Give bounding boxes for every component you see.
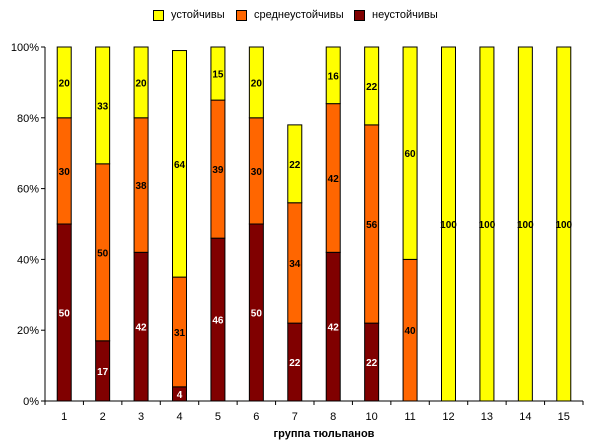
y-tick-label: 100% [11, 42, 39, 54]
data-label: 33 [97, 101, 109, 112]
x-tick-label: 11 [404, 411, 415, 423]
data-label: 42 [328, 323, 340, 334]
y-tick-label: 40% [17, 254, 39, 266]
data-label: 38 [136, 181, 148, 192]
data-label: 22 [289, 160, 301, 171]
data-label: 100 [479, 220, 496, 231]
x-tick-label: 13 [481, 411, 493, 423]
x-axis-title: группа тюльпанов [274, 428, 375, 440]
y-tick-label: 80% [17, 113, 39, 125]
legend-item: устойчивы [153, 9, 225, 21]
data-label: 42 [136, 323, 148, 334]
data-label: 20 [136, 78, 148, 89]
x-tick-label: 4 [176, 411, 182, 423]
bar-segment [517, 46, 533, 402]
data-label: 46 [212, 316, 224, 327]
legend-swatch [236, 9, 247, 21]
data-label: 16 [328, 71, 340, 82]
legend-swatch [354, 9, 365, 21]
bar-segment [402, 46, 418, 260]
y-tick-label: 0% [23, 396, 39, 408]
legend-label: неустойчивы [372, 9, 438, 21]
x-tick-label: 12 [442, 411, 454, 423]
data-label: 39 [212, 165, 224, 176]
x-tick-label: 7 [292, 411, 298, 423]
bar-segment [325, 46, 341, 105]
x-tick-label: 14 [519, 411, 531, 423]
data-label: 100 [517, 220, 534, 231]
bar-segment [287, 124, 303, 204]
data-label: 17 [97, 367, 109, 378]
data-label: 40 [405, 326, 417, 337]
legend-item: неустойчивы [354, 9, 438, 21]
bar-segment [172, 50, 187, 278]
data-label: 100 [440, 220, 457, 231]
data-label: 64 [174, 160, 186, 171]
data-label: 50 [251, 309, 263, 320]
data-label: 60 [405, 149, 417, 160]
data-label: 22 [366, 358, 378, 369]
data-label: 15 [212, 70, 224, 81]
data-label: 31 [174, 328, 186, 339]
data-label: 20 [251, 78, 263, 89]
x-tick-label: 3 [138, 411, 144, 423]
bar-segment [364, 46, 380, 126]
x-tick-label: 10 [366, 411, 378, 423]
bar-segment [56, 46, 72, 119]
legend-item: среднеустойчивы [236, 9, 344, 21]
bar-segment [248, 46, 264, 119]
x-tick-label: 15 [558, 411, 570, 423]
x-tick-label: 5 [215, 411, 221, 423]
legend-label: устойчивы [171, 9, 225, 21]
y-tick-label: 20% [17, 325, 39, 337]
x-tick-label: 8 [330, 411, 336, 423]
bar-segment [95, 46, 111, 165]
data-label: 50 [59, 309, 71, 320]
x-tick-label: 2 [100, 411, 106, 423]
data-label: 100 [555, 220, 572, 231]
legend-swatch [153, 9, 164, 21]
legend: устойчивы среднеустойчивы неустойчивы [0, 9, 600, 27]
x-tick-label: 1 [61, 411, 67, 423]
data-label: 34 [289, 259, 301, 270]
data-label: 42 [328, 174, 340, 185]
bar-segment [479, 46, 495, 402]
legend-label: среднеустойчивы [254, 9, 344, 21]
data-label: 50 [97, 248, 109, 259]
data-label: 56 [366, 220, 378, 231]
data-label: 30 [59, 167, 71, 178]
x-tick-label: 6 [253, 411, 259, 423]
bar-segment [441, 46, 456, 402]
data-label: 20 [59, 78, 71, 89]
bar-segment [133, 46, 149, 119]
data-label: 22 [289, 358, 301, 369]
data-label: 22 [366, 82, 378, 93]
data-label: 30 [251, 167, 263, 178]
bar-segment [210, 46, 226, 101]
y-tick-label: 60% [17, 184, 39, 196]
data-label: 4 [177, 390, 183, 401]
bar-segment [556, 46, 572, 402]
